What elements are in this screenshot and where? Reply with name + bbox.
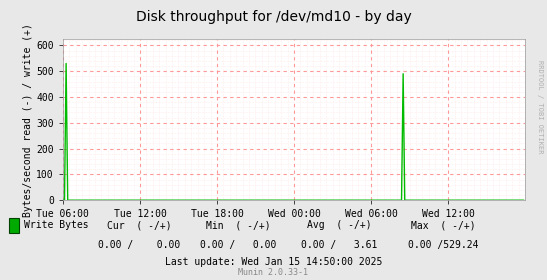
Text: Write Bytes: Write Bytes [24, 220, 88, 230]
Text: 0.00 /529.24: 0.00 /529.24 [408, 240, 478, 250]
Text: Munin 2.0.33-1: Munin 2.0.33-1 [238, 268, 309, 277]
Text: Avg  ( -/+): Avg ( -/+) [307, 220, 371, 230]
Text: Max  ( -/+): Max ( -/+) [411, 220, 475, 230]
Text: Min  ( -/+): Min ( -/+) [206, 220, 270, 230]
Text: Last update: Wed Jan 15 14:50:00 2025: Last update: Wed Jan 15 14:50:00 2025 [165, 257, 382, 267]
Text: RRDTOOL / TOBI OETIKER: RRDTOOL / TOBI OETIKER [537, 60, 543, 153]
Text: Cur  ( -/+): Cur ( -/+) [107, 220, 172, 230]
Text: 0.00 /    0.00: 0.00 / 0.00 [98, 240, 181, 250]
Text: 0.00 /   0.00: 0.00 / 0.00 [200, 240, 276, 250]
Y-axis label: Bytes/second read (-) / write (+): Bytes/second read (-) / write (+) [24, 23, 33, 217]
Text: Disk throughput for /dev/md10 - by day: Disk throughput for /dev/md10 - by day [136, 10, 411, 24]
Text: 0.00 /   3.61: 0.00 / 3.61 [301, 240, 377, 250]
